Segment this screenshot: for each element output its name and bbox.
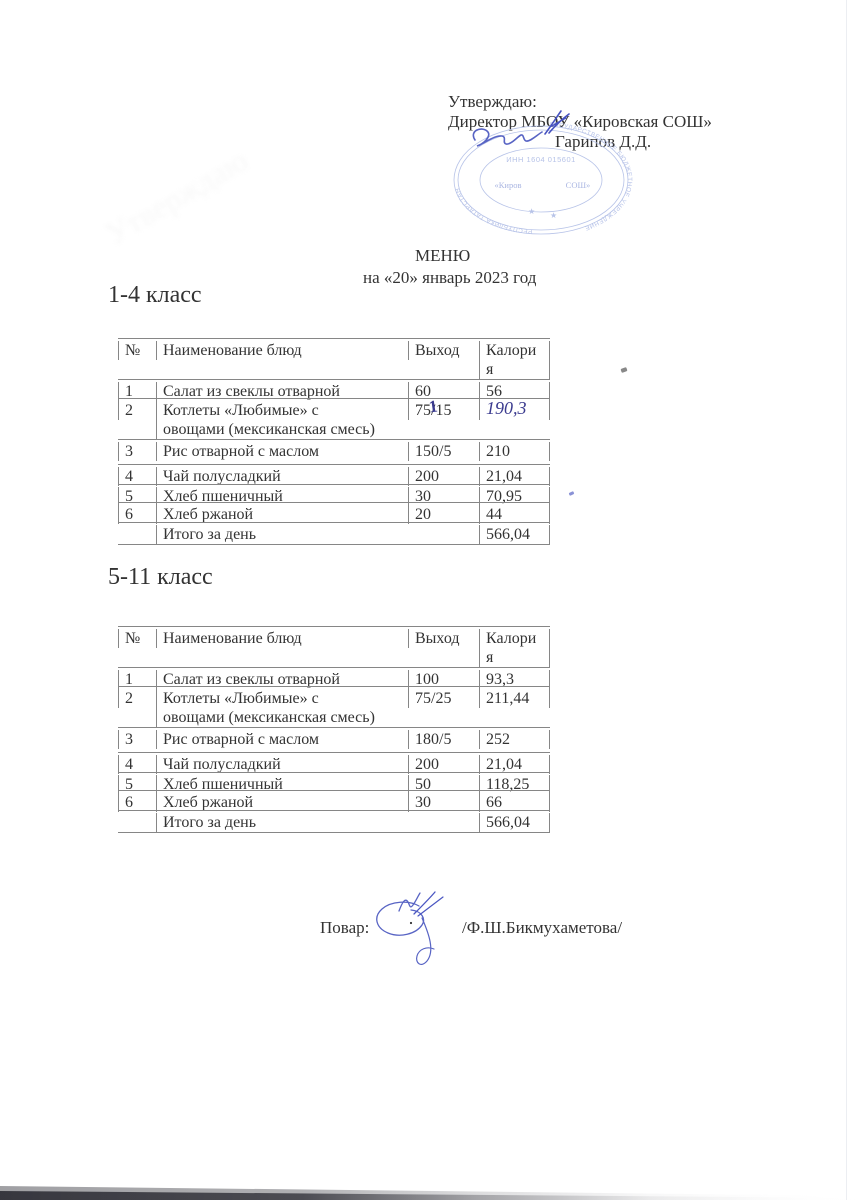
svg-text:«Киров: «Киров (495, 180, 522, 190)
svg-text:РЕСПУБЛИКА ТАТАРСТАН: РЕСПУБЛИКА ТАТАРСТАН (454, 187, 533, 235)
svg-text:СОШ»: СОШ» (566, 180, 591, 190)
svg-text:★: ★ (528, 207, 535, 216)
svg-text:★: ★ (550, 211, 557, 220)
